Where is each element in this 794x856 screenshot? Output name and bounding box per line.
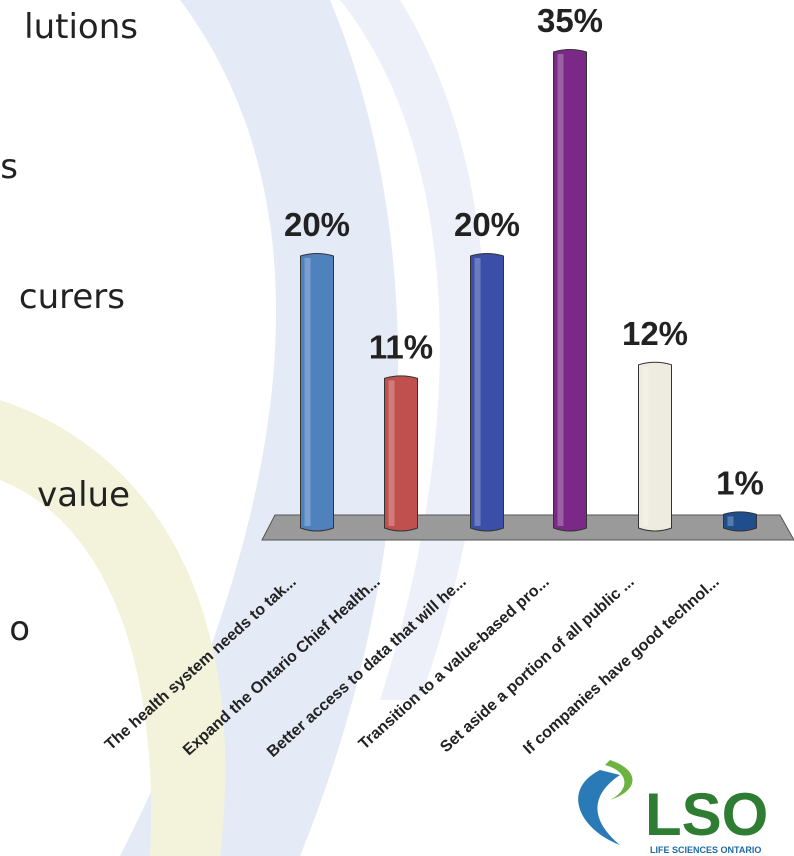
bar bbox=[638, 361, 672, 532]
bar-highlight bbox=[474, 258, 481, 526]
bar bbox=[723, 511, 757, 532]
side-line: curers bbox=[19, 277, 125, 317]
bar-highlight bbox=[642, 366, 649, 526]
value-label: 20% bbox=[454, 206, 520, 243]
logo-tagline: LIFE SCIENCES ONTARIO bbox=[650, 845, 761, 855]
value-label: 12% bbox=[622, 315, 688, 352]
bar bbox=[300, 253, 334, 532]
bar bbox=[553, 49, 587, 532]
bar-highlight bbox=[557, 54, 564, 526]
side-text: lutions s curers value o bbox=[0, 7, 138, 649]
bar bbox=[384, 375, 418, 532]
side-line: lutions bbox=[24, 7, 138, 47]
side-line: value bbox=[37, 475, 130, 515]
swoosh bbox=[120, 0, 399, 856]
logo-name: LSO bbox=[645, 781, 768, 848]
value-label: 20% bbox=[284, 206, 350, 243]
bar-highlight bbox=[727, 516, 734, 526]
bar-highlight bbox=[304, 258, 311, 526]
side-line: o bbox=[9, 609, 30, 649]
bar-highlight bbox=[388, 380, 395, 526]
category-label: If companies have good technol... bbox=[520, 573, 722, 758]
value-label: 11% bbox=[369, 328, 433, 365]
value-label: 1% bbox=[716, 464, 764, 501]
side-line: s bbox=[0, 147, 18, 187]
floor bbox=[261, 514, 794, 541]
bar bbox=[470, 253, 504, 532]
logo: LSO LIFE SCIENCES ONTARIO bbox=[578, 760, 768, 855]
swoosh bbox=[0, 400, 226, 856]
category-label: Transition to a value-based pro... bbox=[356, 573, 553, 753]
value-label: 35% bbox=[537, 2, 603, 39]
